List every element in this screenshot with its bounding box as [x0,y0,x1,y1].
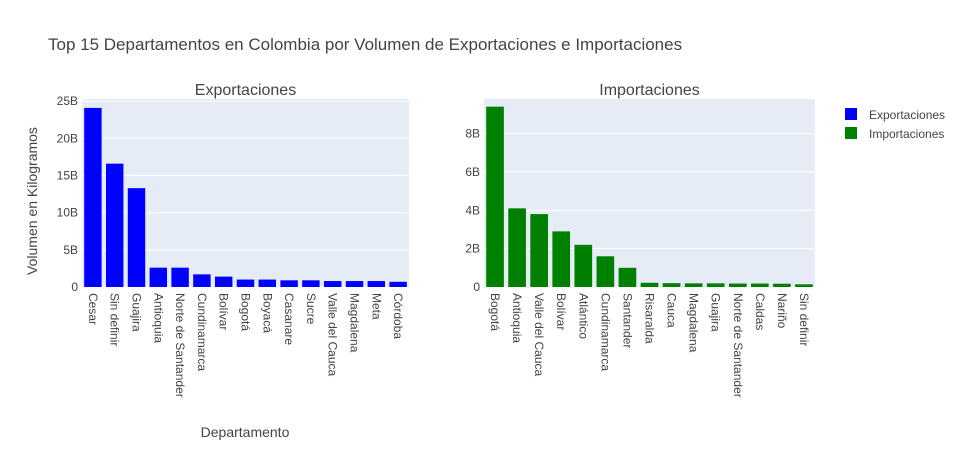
legend-label-importaciones: Importaciones [869,127,944,141]
x-tick-label-atlantico: Atlántico [576,293,590,339]
bar-cesar[interactable] [84,107,102,287]
importaciones-bars [486,106,813,288]
x-tick-label-magdalena: Magdalena [687,293,701,353]
x-tick-label-valle-del-cauca: Valle del Cauca [532,293,546,376]
legend-item-importaciones[interactable]: Importaciones [845,127,944,141]
x-tick-label-cordoba: Córdoba [391,293,405,339]
exportaciones-bars [84,107,407,287]
importaciones-y-ticks: 0 2B 4B 6B 8B [465,127,480,294]
bar-narino[interactable] [773,283,791,287]
x-tick-label-norte-de-santander: Norte de Santander [731,293,745,398]
importaciones-subplot: 0 2B 4B 6B 8B Bogotá Antioquia Valle del Cauca… [465,82,815,398]
importaciones-y-tick-label: 4B [465,203,480,217]
bar-magdalena[interactable] [684,283,703,287]
exportaciones-y-tick-label: 25B [57,94,78,108]
exportaciones-y-tick-label: 5B [63,243,78,257]
bar-risaralda[interactable] [640,282,659,287]
y-axis-label: Volumen en Kilogramos [24,127,40,275]
bar-bolivar[interactable] [214,276,233,287]
x-tick-label-sucre: Sucre [304,293,318,325]
x-tick-label-cesar: Cesar [86,293,100,325]
exportaciones-x-ticks: Cesar Sin definir Guajira Antioquia Norte de… [86,293,405,398]
bar-cordoba[interactable] [389,281,407,287]
importaciones-y-tick-label: 6B [465,165,480,179]
exportaciones-y-ticks: 0 5B 10B 15B 20B 25B [57,94,79,294]
bar-boyaca[interactable] [258,279,277,287]
x-tick-label-bogota: Bogotá [239,293,253,331]
bar-cundinamarca[interactable] [596,256,615,287]
x-tick-label-cauca: Cauca [665,293,679,328]
bar-norte-de-santander[interactable] [171,267,189,287]
exportaciones-y-tick-label: 0 [71,280,78,294]
bar-bogota[interactable] [236,279,255,287]
bar-sin-definir[interactable] [795,284,813,287]
importaciones-subplot-title: Importaciones [599,82,700,99]
bar-magdalena[interactable] [345,281,364,287]
importaciones-y-tick-label: 8B [465,127,480,141]
x-tick-label-meta: Meta [369,293,383,320]
exportaciones-subplot: 0 5B 10B 15B 20B 25B Cesar Sin definir Guajira A… [24,82,409,440]
x-tick-label-magdalena: Magdalena [348,293,362,353]
exportaciones-subplot-title: Exportaciones [195,82,296,99]
legend[interactable]: Exportaciones Importaciones [845,108,945,141]
legend-swatch-exportaciones [845,108,857,120]
exportaciones-y-tick-label: 15B [57,169,78,183]
bar-antioquia[interactable] [508,208,526,287]
exportaciones-y-tick-label: 10B [57,206,78,220]
exportaciones-y-tick-label: 20B [57,131,78,145]
legend-label-exportaciones: Exportaciones [869,108,945,122]
bar-sucre[interactable] [302,280,320,287]
bar-valle-del-cauca[interactable] [323,281,342,287]
bar-guajira[interactable] [127,188,146,287]
bar-valle-del-cauca[interactable] [530,214,548,287]
x-tick-label-santander: Santander [620,293,634,348]
bar-guajira[interactable] [706,283,725,287]
x-tick-label-antioquia: Antioquia [510,293,524,343]
x-tick-label-antioquia: Antioquia [151,293,165,343]
legend-item-exportaciones[interactable]: Exportaciones [845,108,945,122]
x-tick-label-cundinamarca: Cundinamarca [598,293,612,371]
x-tick-label-bolivar: Bolívar [217,293,231,330]
x-tick-label-casanare: Casanare [282,293,296,345]
legend-swatch-importaciones [845,127,857,139]
x-tick-label-sin-definir: Sin definir [797,293,811,346]
bar-casanare[interactable] [280,280,298,287]
bar-atlantico[interactable] [574,244,593,287]
x-tick-label-guajira: Guajira [130,293,144,332]
x-tick-label-risaralda: Risaralda [643,293,657,344]
bar-cundinamarca[interactable] [193,274,211,287]
x-tick-label-caldas: Caldas [753,293,767,330]
page-title: Top 15 Departamentos en Colombia por Vol… [48,35,682,54]
bar-norte-de-santander[interactable] [728,283,747,287]
x-tick-label-boyaca: Boyacá [260,293,274,333]
importaciones-y-tick-label: 2B [465,242,480,256]
x-tick-label-valle-del-cauca: Valle del Cauca [326,293,340,376]
x-tick-label-guajira: Guajira [709,293,723,332]
importaciones-y-tick-label: 0 [473,280,480,294]
importaciones-x-ticks: Bogotá Antioquia Valle del Cauca Bolívar Atl… [488,293,811,398]
x-axis-label: Departamento [201,424,290,440]
bar-bolivar[interactable] [552,231,571,287]
x-tick-label-bolivar: Bolívar [554,293,568,330]
bar-sin-definir[interactable] [105,163,124,287]
bar-meta[interactable] [367,281,386,287]
x-tick-label-bogota: Bogotá [488,293,502,331]
x-tick-label-sin-definir: Sin definir [108,293,122,346]
bar-antioquia[interactable] [149,267,168,287]
bar-caldas[interactable] [751,283,769,287]
x-tick-label-cundinamarca: Cundinamarca [195,293,209,371]
x-tick-label-norte-de-santander: Norte de Santander [173,293,187,398]
x-tick-label-narino: Nariño [775,293,789,329]
bar-santander[interactable] [618,267,637,287]
bar-cauca[interactable] [662,283,681,287]
bar-bogota[interactable] [486,106,504,288]
